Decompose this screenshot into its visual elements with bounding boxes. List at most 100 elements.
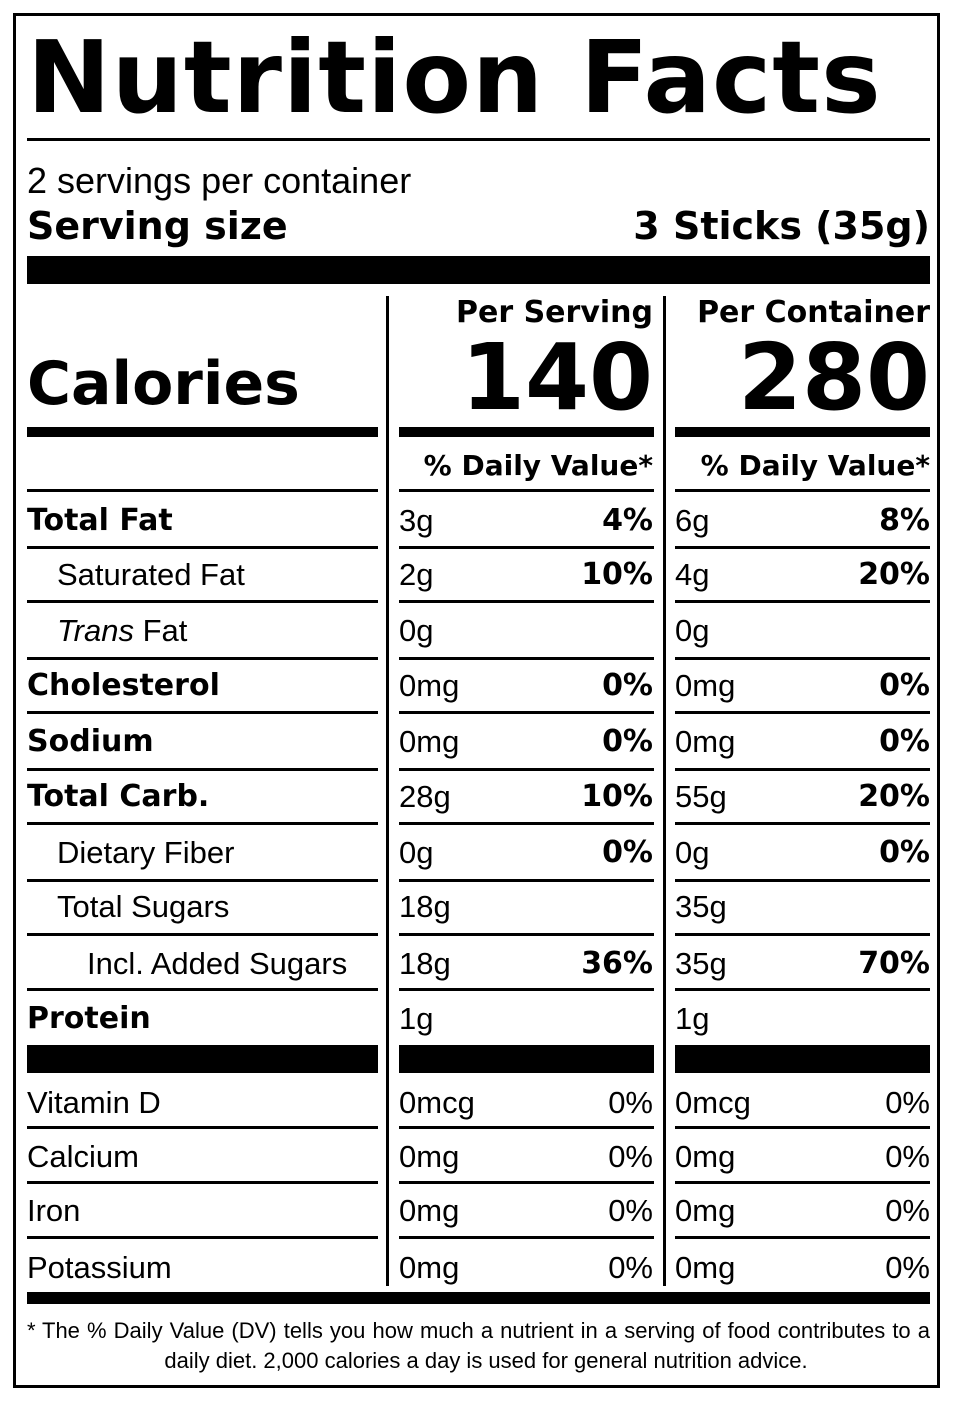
container-amount: 0mg <box>675 668 736 703</box>
divider-thick-protein-mid <box>399 1045 654 1073</box>
vitamin-divider-right <box>675 1126 930 1129</box>
container-daily-value: 0% <box>885 1085 930 1120</box>
container-amount: 6g <box>675 503 710 538</box>
vitamin-divider-left <box>27 1181 378 1184</box>
nutrient-label: Saturated Fat <box>57 557 245 592</box>
daily-value-heading-container: % Daily Value* <box>700 449 930 482</box>
serving-amount: 1g <box>399 1001 434 1036</box>
row-divider-right <box>675 988 930 991</box>
container-amount: 0mg <box>675 1193 736 1228</box>
container-amount: 35g <box>675 946 727 981</box>
container-amount: 0mcg <box>675 1085 751 1120</box>
vitamin-divider-right <box>675 1236 930 1239</box>
row-divider-right <box>675 711 930 714</box>
container-amount: 0g <box>675 835 710 870</box>
vitamin-label: Iron <box>27 1193 81 1228</box>
row-divider-left <box>27 657 378 660</box>
container-amount: 55g <box>675 779 727 814</box>
serving-amount: 0mg <box>399 1193 460 1228</box>
row-divider-mid <box>399 600 654 603</box>
serving-amount: 3g <box>399 503 434 538</box>
container-amount: 35g <box>675 889 727 924</box>
serving-daily-value: 36% <box>581 946 653 981</box>
row-divider-left <box>27 988 378 991</box>
nutrient-label: Protein <box>27 1001 151 1036</box>
divider-thick-top <box>27 256 930 284</box>
row-divider-right <box>675 768 930 771</box>
row-divider-mid <box>399 988 654 991</box>
row-divider-left <box>27 489 378 492</box>
divider-calories-left <box>27 427 378 437</box>
vitamin-divider-left <box>27 1236 378 1239</box>
row-divider-left <box>27 933 378 936</box>
row-divider-mid <box>399 546 654 549</box>
row-divider-right <box>675 489 930 492</box>
serving-amount: 2g <box>399 557 434 592</box>
nutrient-label: Dietary Fiber <box>57 835 235 870</box>
nutrient-label: Trans Fat <box>57 613 187 649</box>
vitamin-label: Calcium <box>27 1139 139 1174</box>
divider-calories-mid <box>399 427 654 437</box>
serving-amount: 0g <box>399 613 434 648</box>
container-daily-value: 0% <box>885 1193 930 1228</box>
row-divider-left <box>27 768 378 771</box>
nutrient-label: Total Carb. <box>27 779 210 814</box>
container-amount: 0mg <box>675 1139 736 1174</box>
serving-amount: 0mg <box>399 1139 460 1174</box>
label-title: Nutrition Facts <box>27 19 882 136</box>
row-divider-left <box>27 711 378 714</box>
container-daily-value: 20% <box>858 779 930 814</box>
per-serving-heading: Per Serving <box>456 295 653 330</box>
nutrient-label: Incl. Added Sugars <box>87 946 348 981</box>
serving-daily-value: 0% <box>602 724 653 759</box>
serving-amount: 0mg <box>399 724 460 759</box>
nutrient-label-rest: Fat <box>133 613 188 648</box>
servings-per-container: 2 servings per container <box>27 160 412 201</box>
divider-calories-right <box>675 427 930 437</box>
container-daily-value: 8% <box>879 503 930 538</box>
per-container-heading: Per Container <box>697 295 930 330</box>
nutrition-label-border <box>13 13 940 1388</box>
container-amount: 1g <box>675 1001 710 1036</box>
container-amount: 0g <box>675 613 710 648</box>
divider-thick-protein-right <box>675 1045 930 1073</box>
vitamin-label: Vitamin D <box>27 1085 161 1120</box>
serving-amount: 18g <box>399 889 451 924</box>
footnote-star: * <box>27 1318 36 1343</box>
container-amount: 0mg <box>675 1250 736 1285</box>
serving-size-value: 3 Sticks (35g) <box>633 204 930 248</box>
row-divider-mid <box>399 933 654 936</box>
row-divider-mid <box>399 711 654 714</box>
row-divider-right <box>675 822 930 825</box>
calories-label: Calories <box>27 349 300 419</box>
serving-daily-value: 0% <box>608 1085 653 1120</box>
vitamin-divider-left <box>27 1126 378 1129</box>
daily-value-heading-serving: % Daily Value* <box>423 449 653 482</box>
serving-daily-value: 0% <box>608 1250 653 1285</box>
row-divider-left <box>27 822 378 825</box>
row-divider-right <box>675 879 930 882</box>
vitamin-divider-mid <box>399 1236 654 1239</box>
serving-daily-value: 4% <box>602 503 653 538</box>
vitamin-divider-mid <box>399 1181 654 1184</box>
row-divider-left <box>27 879 378 882</box>
container-daily-value: 20% <box>858 557 930 592</box>
vitamin-divider-mid <box>399 1126 654 1129</box>
nutrient-label: Sodium <box>27 724 154 759</box>
serving-amount: 0mg <box>399 668 460 703</box>
serving-daily-value: 10% <box>581 779 653 814</box>
serving-size-label: Serving size <box>27 204 288 248</box>
nutrient-label: Total Sugars <box>57 889 230 924</box>
vitamin-label: Potassium <box>27 1250 172 1285</box>
container-daily-value: 0% <box>885 1250 930 1285</box>
nutrient-label-italic: Trans <box>57 613 134 648</box>
nutrient-label: Total Fat <box>27 503 173 538</box>
serving-amount: 0mg <box>399 1250 460 1285</box>
row-divider-mid <box>399 822 654 825</box>
serving-daily-value: 0% <box>608 1193 653 1228</box>
nutrient-label: Cholesterol <box>27 668 220 703</box>
row-divider-mid <box>399 657 654 660</box>
calories-per-container: 280 <box>737 324 930 431</box>
divider-thick-protein-left <box>27 1045 378 1073</box>
row-divider-mid <box>399 879 654 882</box>
